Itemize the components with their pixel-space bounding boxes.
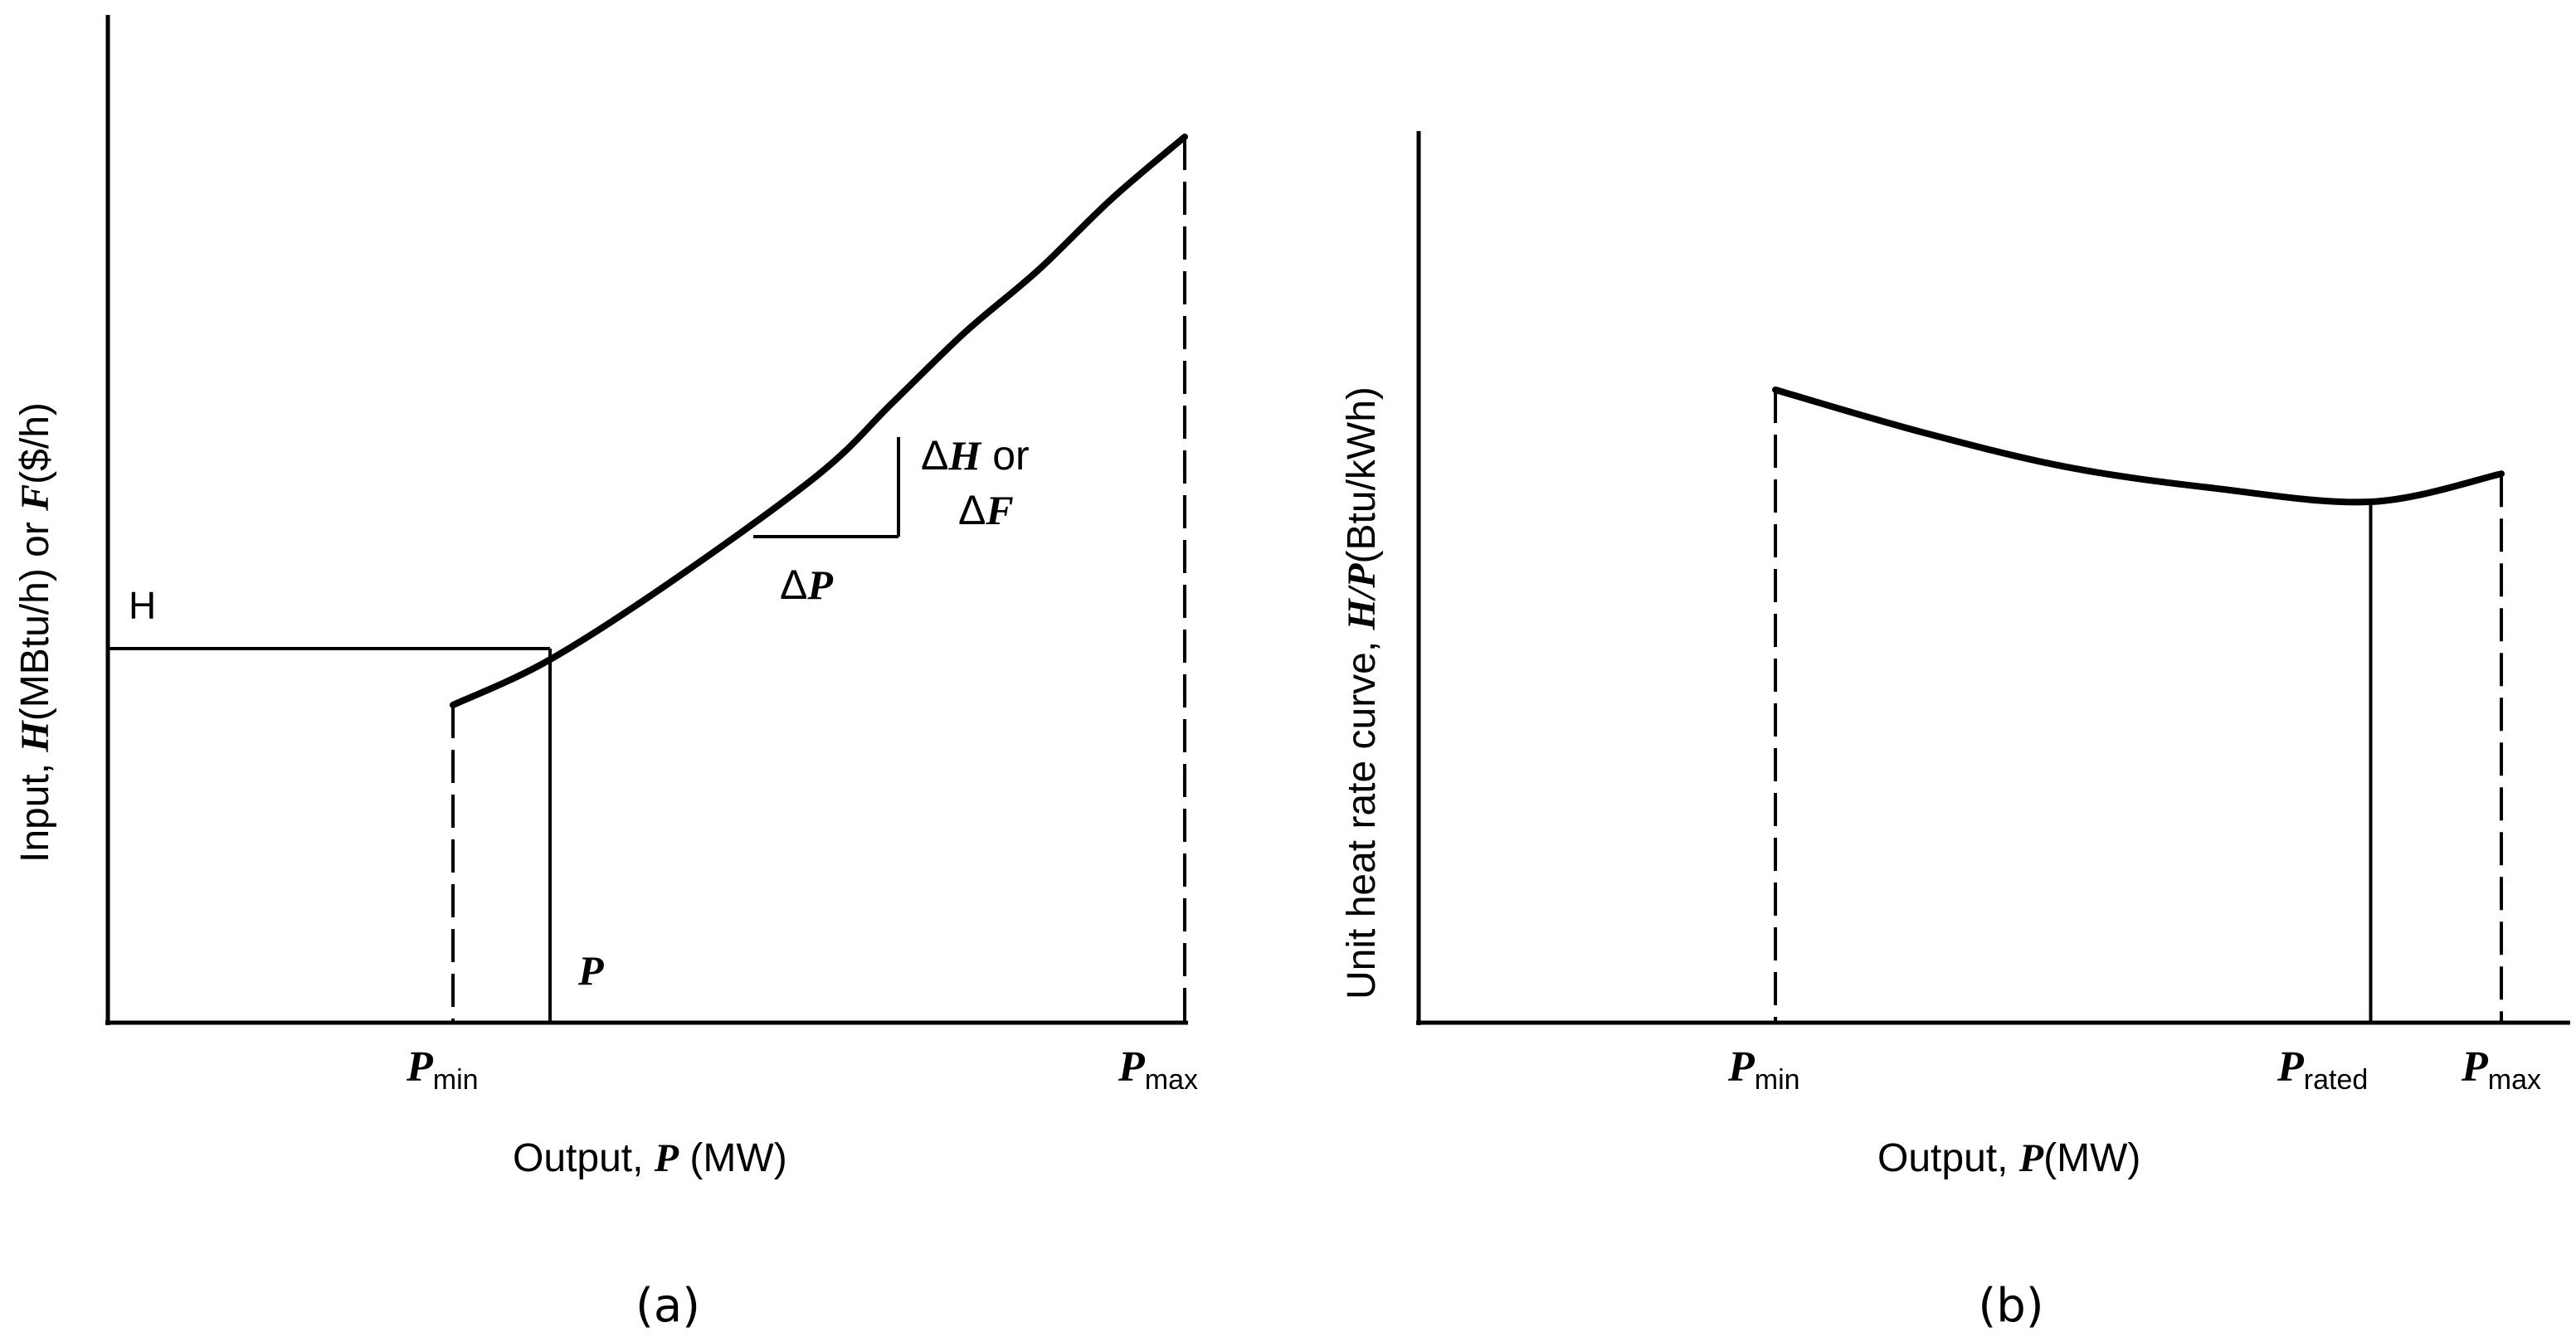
panel-b-tick-prated: Prated (2277, 1043, 2368, 1096)
panel-a-delta-hf-label-line2: ΔF (958, 487, 1014, 533)
panel-b: Pmin Prated Pmax Output, P(MW) Unit heat… (1340, 131, 2570, 1333)
panel-a-caption: (a) (635, 1279, 700, 1333)
panel-b-x-axis-label: Output, P(MW) (1877, 1136, 2140, 1180)
panel-b-caption: (b) (1978, 1279, 2043, 1333)
panel-a-tick-pmin: Pmin (406, 1043, 479, 1096)
panel-a-delta-hf-label-line1: ΔH or (921, 432, 1030, 479)
panel-b-tick-pmax: Pmax (2461, 1043, 2541, 1096)
panel-a-p-marker: P (577, 947, 604, 994)
panel-b-y-axis-label: Unit heat rate curve, H/P(Btu/kWh) (1340, 387, 1384, 999)
panel-a-x-axis-label: Output, P (MW) (513, 1136, 787, 1180)
panel-a-tick-pmax: Pmax (1118, 1043, 1198, 1096)
panel-b-tick-pmin: Pmin (1727, 1043, 1800, 1096)
panel-a-h-marker: H (129, 584, 156, 627)
panel-a-delta-p-label: ΔP (780, 562, 833, 608)
panel-a-input-output-curve (450, 134, 1188, 708)
panel-b-heat-rate-curve (1772, 387, 2505, 506)
panel-a-y-axis-label: Input, H(MBtu/h) or F($/h) (13, 402, 57, 863)
panel-a: H P ΔP ΔH or ΔF Pmin Pmax Output, P (MW)… (13, 15, 1198, 1333)
